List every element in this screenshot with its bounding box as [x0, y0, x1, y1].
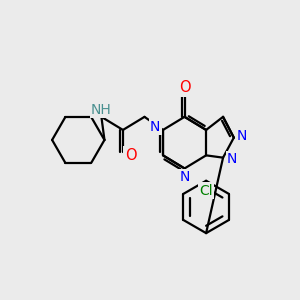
Text: N: N [150, 120, 160, 134]
Text: Cl: Cl [199, 184, 213, 198]
Text: N: N [179, 170, 190, 184]
Text: N: N [227, 152, 238, 166]
Text: N: N [236, 129, 247, 143]
Text: NH: NH [91, 103, 112, 117]
Text: O: O [179, 80, 190, 95]
Text: O: O [125, 148, 136, 163]
